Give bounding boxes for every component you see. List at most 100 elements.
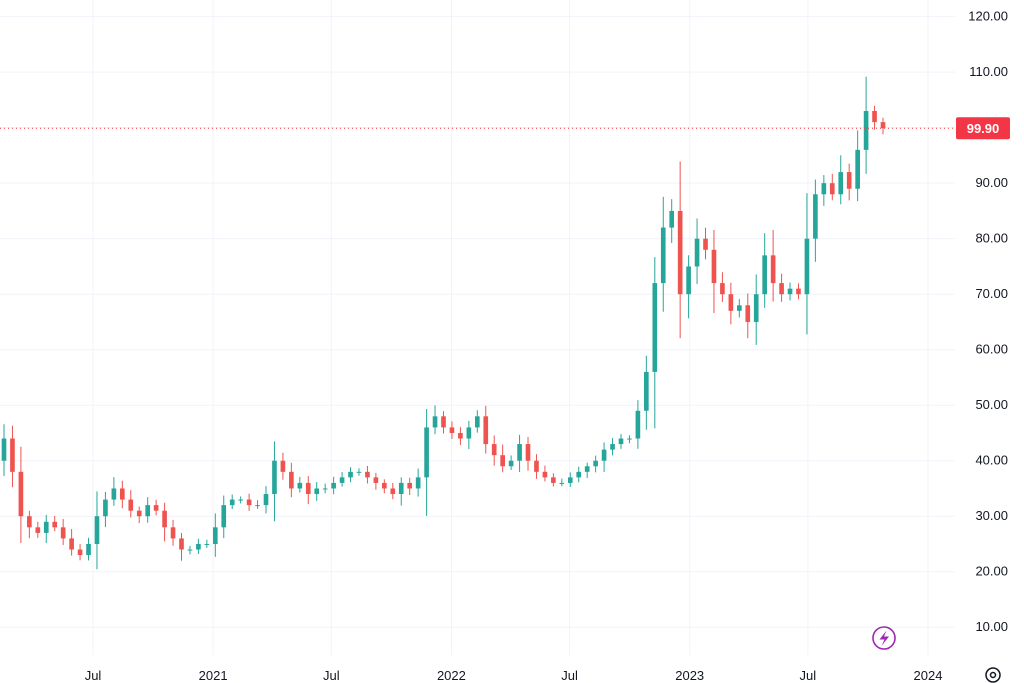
candle xyxy=(348,467,353,483)
candle xyxy=(770,229,776,302)
candle xyxy=(179,532,184,561)
candle xyxy=(745,293,751,339)
candle-body xyxy=(111,488,117,500)
candle xyxy=(534,454,539,479)
candle xyxy=(322,483,328,494)
candle xyxy=(120,480,125,509)
candle xyxy=(170,519,176,546)
candles xyxy=(1,76,886,570)
candle xyxy=(111,477,117,506)
candle xyxy=(103,491,108,528)
x-tick-label: 2024 xyxy=(914,668,943,683)
candle-body xyxy=(694,238,700,267)
y-tick-label: 60.00 xyxy=(975,342,1008,357)
candle xyxy=(855,130,860,202)
candle xyxy=(846,163,852,201)
candle-body xyxy=(35,527,41,533)
candle xyxy=(593,455,598,473)
x-axis[interactable]: Jul 2021 Jul 2022 Jul 2023 Jul 2024 xyxy=(85,668,943,683)
candle xyxy=(559,478,565,487)
candle-body xyxy=(838,172,844,195)
candle-body xyxy=(466,427,472,439)
candle-body xyxy=(297,482,303,489)
candle xyxy=(212,513,218,557)
candle xyxy=(753,274,759,345)
candle xyxy=(27,510,32,539)
candle-body xyxy=(593,460,598,467)
candle xyxy=(52,515,58,532)
candle xyxy=(863,76,869,174)
candle-body xyxy=(770,255,776,284)
candle xyxy=(694,218,700,284)
x-tick-label: 2022 xyxy=(437,668,466,683)
y-tick-label: 30.00 xyxy=(975,508,1008,523)
candle-body xyxy=(525,444,531,461)
candle-body xyxy=(103,499,108,517)
candle-body xyxy=(644,371,649,411)
candle-body xyxy=(474,416,480,428)
candle xyxy=(398,477,404,506)
candle-body xyxy=(703,238,708,250)
candle-body xyxy=(491,444,497,456)
candle xyxy=(644,355,649,430)
candle xyxy=(432,405,438,435)
candle xyxy=(35,521,41,538)
candle-body xyxy=(728,294,734,311)
candle xyxy=(18,446,24,544)
candle xyxy=(601,442,607,472)
x-tick-label: Jul xyxy=(800,668,817,683)
candle-body xyxy=(255,505,260,507)
candle-body xyxy=(677,210,683,295)
candle xyxy=(356,468,362,476)
last-price-background xyxy=(956,117,1010,140)
candle xyxy=(272,441,277,522)
x-tick-label: Jul xyxy=(323,668,340,683)
candle xyxy=(373,472,379,490)
candle xyxy=(458,427,463,446)
candle xyxy=(551,473,556,487)
candle xyxy=(567,472,573,487)
candle-body xyxy=(153,505,159,511)
candle-body xyxy=(263,494,269,506)
candle xyxy=(441,411,446,434)
candle xyxy=(187,546,193,555)
candle xyxy=(703,227,708,260)
candle xyxy=(525,437,531,471)
candle-body xyxy=(542,471,548,478)
y-axis[interactable]: 120.00110.00100.0090.0080.0070.0060.0050… xyxy=(968,9,1008,635)
candle xyxy=(635,400,641,449)
candle-body xyxy=(229,499,235,506)
candle-body xyxy=(813,194,818,239)
candle xyxy=(491,435,497,466)
candle-body xyxy=(246,499,252,506)
candle xyxy=(466,420,472,450)
candle xyxy=(838,155,844,205)
y-tick-label: 70.00 xyxy=(975,286,1008,301)
candle xyxy=(576,466,582,483)
candle-body xyxy=(398,482,404,495)
candle xyxy=(660,196,666,312)
candle xyxy=(669,199,675,244)
lightning-icon[interactable] xyxy=(872,626,896,650)
candle-body xyxy=(880,122,886,129)
candle xyxy=(382,479,387,494)
candle xyxy=(618,434,624,449)
last-price-label: 99.90 xyxy=(967,121,1000,136)
candle xyxy=(69,528,74,556)
candle-body xyxy=(863,111,869,150)
candle-body xyxy=(1,438,7,461)
candle xyxy=(711,230,717,313)
candle xyxy=(94,491,100,570)
candle xyxy=(813,179,818,262)
candle-body xyxy=(204,543,210,545)
candle xyxy=(128,490,134,518)
candle xyxy=(305,476,311,505)
candle-body xyxy=(576,471,582,478)
candle xyxy=(77,544,83,561)
candle-body xyxy=(559,482,565,484)
y-tick-label: 40.00 xyxy=(975,453,1008,468)
candle-body xyxy=(796,288,801,295)
candle-body xyxy=(855,149,860,189)
gear-icon[interactable] xyxy=(985,667,1001,683)
